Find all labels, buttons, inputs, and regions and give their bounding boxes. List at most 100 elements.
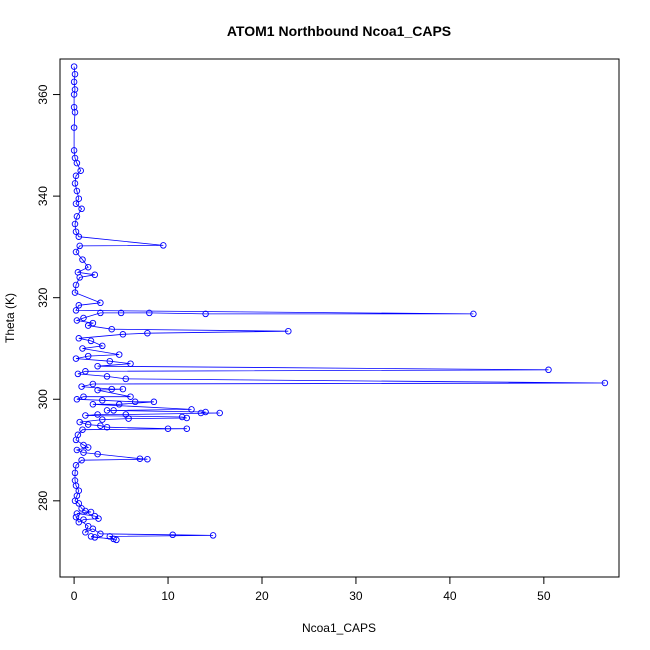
data-point: [75, 518, 83, 526]
data-point: [70, 78, 78, 86]
data-point: [99, 397, 106, 404]
data-point: [80, 393, 87, 400]
chart-title: ATOM1 Northbound Ncoa1_CAPS: [227, 23, 451, 39]
data-point: [80, 449, 87, 456]
data-point: [136, 455, 144, 462]
data-point: [87, 337, 95, 345]
data-point: [76, 274, 83, 281]
data-point: [103, 373, 111, 380]
data-point: [169, 531, 176, 539]
data-point: [99, 342, 106, 350]
data-point: [72, 281, 80, 289]
data-point: [73, 396, 81, 403]
data-point: [94, 450, 101, 458]
data-point: [71, 180, 79, 187]
data-point: [79, 256, 86, 263]
data-point: [119, 331, 127, 338]
data-point: [70, 147, 78, 154]
data-point: [77, 167, 84, 174]
data-point: [71, 70, 79, 78]
data-point: [75, 500, 83, 507]
data-point: [73, 159, 81, 167]
data-point: [76, 418, 83, 426]
data-point: [79, 345, 86, 352]
data-point: [97, 530, 104, 538]
data-point: [73, 446, 81, 454]
data-point: [146, 309, 153, 317]
data-point: [160, 242, 167, 249]
data-point: [183, 414, 191, 422]
data-point: [113, 536, 120, 544]
data-point: [110, 407, 117, 414]
data-point: [70, 63, 78, 70]
data-point: [115, 401, 123, 408]
data-point: [72, 513, 80, 521]
data-point: [71, 86, 79, 93]
y-tick-label: 320: [36, 287, 50, 307]
data-point: [125, 415, 132, 422]
data-point: [71, 109, 79, 116]
data-point: [73, 317, 81, 324]
data-point: [84, 263, 92, 271]
data-point: [164, 425, 172, 432]
data-point: [78, 205, 85, 213]
data-point: [72, 200, 80, 207]
data-point: [72, 462, 80, 469]
data-point: [75, 335, 83, 342]
data-point: [117, 309, 125, 317]
data-point: [74, 370, 82, 378]
data-point: [144, 455, 151, 463]
data-point: [80, 314, 87, 322]
data-point: [76, 242, 83, 250]
x-tick-label: 20: [255, 589, 269, 603]
data-point: [87, 533, 95, 540]
x-tick-label: 40: [443, 589, 457, 603]
data-point: [108, 325, 115, 333]
x-tick-label: 10: [161, 589, 175, 603]
data-point: [72, 248, 80, 256]
data-point: [70, 124, 78, 131]
data-point: [89, 401, 97, 408]
data-point: [75, 302, 83, 309]
data-point: [470, 310, 477, 318]
data-point: [97, 422, 104, 429]
data-point: [103, 407, 111, 414]
data-point: [71, 469, 79, 477]
data-point: [197, 409, 205, 417]
data-point: [75, 233, 83, 240]
data-point: [103, 423, 111, 431]
x-tick-label: 30: [349, 589, 363, 603]
data-point: [202, 408, 209, 416]
data-point: [89, 380, 97, 388]
data-point: [216, 409, 223, 417]
data-point: [110, 535, 117, 543]
x-axis: 0 10 20 30 40 50: [71, 577, 551, 603]
data-point: [78, 456, 85, 464]
data-point: [183, 425, 191, 432]
data-point: [601, 379, 609, 387]
data-point: [89, 525, 97, 533]
data-point: [178, 413, 186, 421]
data-point: [188, 406, 195, 413]
data-point: [91, 534, 99, 541]
y-tick-label: 280: [36, 490, 50, 510]
data-point: [144, 329, 151, 337]
y-tick-label: 340: [36, 186, 50, 206]
data-point: [94, 411, 101, 418]
data-point: [150, 398, 158, 406]
data-point: [72, 482, 80, 489]
series-points: [70, 63, 609, 544]
y-axis: 280 300 320 340 360: [36, 84, 60, 511]
data-point: [119, 385, 127, 393]
data-point: [87, 508, 95, 516]
data-point: [78, 383, 85, 390]
x-tick-label: 0: [71, 589, 78, 603]
data-point: [82, 412, 89, 419]
data-point: [72, 355, 80, 362]
data-point: [84, 421, 92, 428]
data-point: [72, 172, 80, 180]
data-point: [127, 360, 134, 367]
data-point: [108, 385, 115, 393]
y-tick-label: 360: [36, 84, 50, 104]
